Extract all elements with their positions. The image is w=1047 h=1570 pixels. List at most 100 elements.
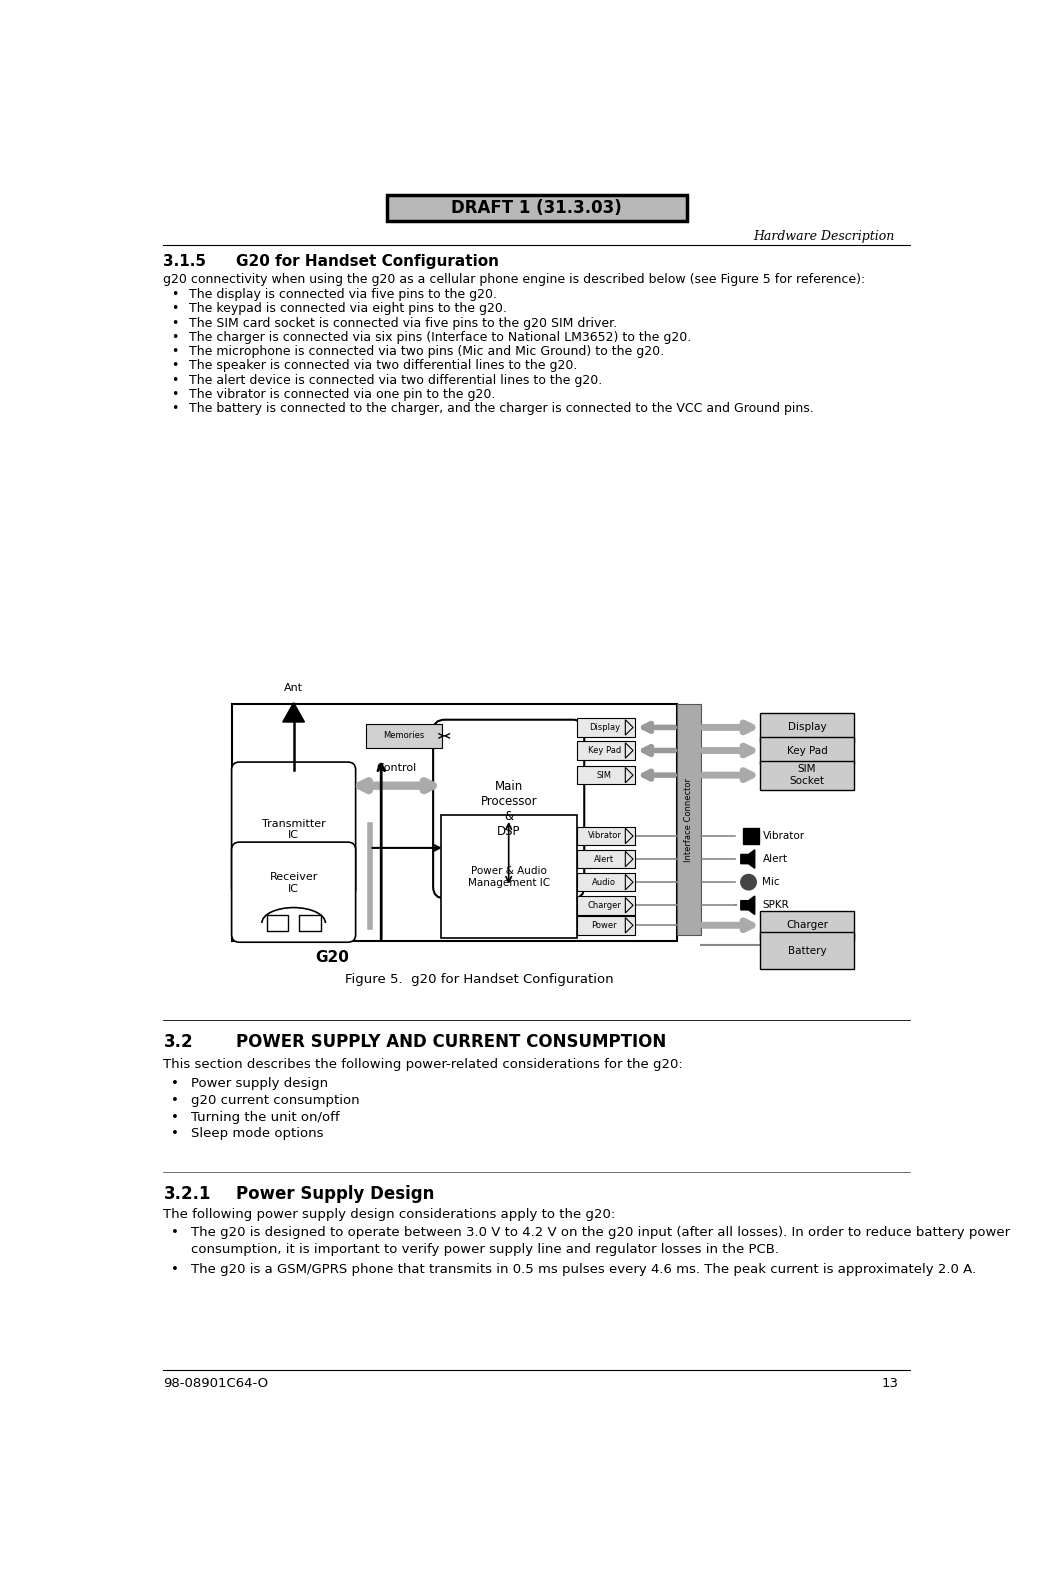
FancyBboxPatch shape [577, 849, 634, 868]
Text: The following power supply design considerations apply to the g20:: The following power supply design consid… [163, 1209, 616, 1221]
FancyBboxPatch shape [577, 766, 634, 785]
Text: Charger: Charger [587, 901, 621, 909]
Text: Alert: Alert [595, 854, 615, 864]
Text: •: • [171, 345, 179, 358]
Polygon shape [625, 917, 633, 933]
Text: Charger: Charger [786, 920, 828, 931]
Text: Vibrator: Vibrator [587, 832, 621, 840]
FancyBboxPatch shape [577, 915, 634, 934]
Text: The g20 is a GSM/GPRS phone that transmits in 0.5 ms pulses every 4.6 ms. The pe: The g20 is a GSM/GPRS phone that transmi… [192, 1262, 977, 1276]
Text: Vibrator: Vibrator [762, 831, 805, 842]
FancyBboxPatch shape [577, 827, 634, 845]
Text: •: • [171, 1094, 179, 1107]
Bar [267, 914, 288, 931]
FancyBboxPatch shape [577, 873, 634, 892]
Text: 3.2.1: 3.2.1 [163, 1185, 210, 1203]
Text: Main
Processor
&
DSP: Main Processor & DSP [481, 780, 537, 838]
Text: •: • [171, 317, 179, 330]
FancyBboxPatch shape [386, 195, 687, 221]
Text: G20: G20 [315, 950, 350, 966]
Text: Interface Connector: Interface Connector [685, 777, 693, 862]
FancyBboxPatch shape [760, 760, 854, 790]
FancyBboxPatch shape [231, 761, 356, 896]
Text: The g20 is designed to operate between 3.0 V to 4.2 V on the g20 input (after al: The g20 is designed to operate between 3… [192, 1226, 1010, 1239]
FancyBboxPatch shape [231, 705, 677, 940]
Text: Power & Audio
Management IC: Power & Audio Management IC [468, 867, 550, 887]
Text: 3.1.5: 3.1.5 [163, 254, 206, 268]
Text: Receiver
IC: Receiver IC [269, 873, 318, 893]
Text: This section describes the following power-related considerations for the g20:: This section describes the following pow… [163, 1058, 684, 1071]
Text: Memories: Memories [383, 732, 425, 741]
Text: Control: Control [376, 763, 417, 774]
Text: Sleep mode options: Sleep mode options [192, 1127, 324, 1140]
Text: •: • [171, 402, 179, 414]
Text: Display: Display [787, 722, 826, 732]
Text: The charger is connected via six pins (Interface to National LM3652) to the g20.: The charger is connected via six pins (I… [190, 331, 691, 344]
Bar [299, 914, 320, 931]
Text: •: • [171, 303, 179, 316]
Text: The keypad is connected via eight pins to the g20.: The keypad is connected via eight pins t… [190, 303, 507, 316]
Text: 98-08901C64-O: 98-08901C64-O [163, 1377, 268, 1389]
Text: SPKR: SPKR [762, 900, 789, 911]
Text: Key Pad: Key Pad [587, 746, 621, 755]
Text: •: • [171, 1127, 179, 1140]
Polygon shape [741, 849, 755, 868]
Text: •: • [171, 1110, 179, 1124]
Text: POWER SUPPLY AND CURRENT CONSUMPTION: POWER SUPPLY AND CURRENT CONSUMPTION [236, 1033, 666, 1050]
Text: The battery is connected to the charger, and the charger is connected to the VCC: The battery is connected to the charger,… [190, 402, 814, 414]
Polygon shape [283, 703, 305, 722]
FancyBboxPatch shape [577, 741, 634, 760]
Text: •: • [171, 1077, 179, 1090]
Text: •: • [171, 1262, 179, 1276]
Text: G20 for Handset Configuration: G20 for Handset Configuration [236, 254, 498, 268]
Text: Alert: Alert [762, 854, 787, 864]
Text: The SIM card socket is connected via five pins to the g20 SIM driver.: The SIM card socket is connected via fiv… [190, 317, 617, 330]
Text: The display is connected via five pins to the g20.: The display is connected via five pins t… [190, 289, 497, 301]
Bar [743, 829, 759, 843]
Text: Figure 5.  g20 for Handset Configuration: Figure 5. g20 for Handset Configuration [346, 973, 614, 986]
Polygon shape [625, 874, 633, 890]
Text: •: • [171, 331, 179, 344]
Text: 3.2: 3.2 [163, 1033, 193, 1050]
FancyBboxPatch shape [577, 896, 634, 914]
Text: Hardware Description: Hardware Description [753, 229, 894, 243]
Text: SIM: SIM [597, 771, 611, 780]
FancyBboxPatch shape [231, 842, 356, 942]
Text: The microphone is connected via two pins (Mic and Mic Ground) to the g20.: The microphone is connected via two pins… [190, 345, 664, 358]
Text: •: • [171, 374, 179, 386]
Polygon shape [625, 829, 633, 843]
Text: Audio: Audio [593, 878, 617, 887]
FancyBboxPatch shape [760, 736, 854, 765]
Text: •: • [171, 360, 179, 372]
Text: Power supply design: Power supply design [192, 1077, 329, 1090]
FancyBboxPatch shape [441, 815, 577, 939]
Text: Battery: Battery [787, 945, 826, 956]
FancyBboxPatch shape [760, 911, 854, 940]
Text: Turning the unit on/off: Turning the unit on/off [192, 1110, 340, 1124]
Text: The speaker is connected via two differential lines to the g20.: The speaker is connected via two differe… [190, 360, 577, 372]
Circle shape [741, 874, 756, 890]
Polygon shape [625, 768, 633, 783]
Text: SIM
Socket: SIM Socket [789, 765, 825, 787]
FancyBboxPatch shape [760, 713, 854, 743]
Text: Transmitter
IC: Transmitter IC [262, 818, 326, 840]
Text: DRAFT 1 (31.3.03): DRAFT 1 (31.3.03) [451, 199, 622, 217]
FancyBboxPatch shape [760, 933, 854, 969]
Text: •: • [171, 289, 179, 301]
FancyBboxPatch shape [577, 717, 634, 736]
Text: consumption, it is important to verify power supply line and regulator losses in: consumption, it is important to verify p… [192, 1243, 779, 1256]
FancyBboxPatch shape [677, 705, 700, 936]
Text: •: • [171, 1226, 179, 1239]
Polygon shape [625, 743, 633, 758]
Text: Power Supply Design: Power Supply Design [236, 1185, 433, 1203]
Polygon shape [741, 896, 755, 914]
FancyBboxPatch shape [433, 719, 584, 898]
Text: The alert device is connected via two differential lines to the g20.: The alert device is connected via two di… [190, 374, 602, 386]
Text: The vibrator is connected via one pin to the g20.: The vibrator is connected via one pin to… [190, 388, 495, 400]
Polygon shape [625, 719, 633, 735]
Text: Mic: Mic [762, 878, 780, 887]
Text: g20 current consumption: g20 current consumption [192, 1094, 360, 1107]
Text: Key Pad: Key Pad [786, 746, 827, 755]
Text: g20 connectivity when using the g20 as a cellular phone engine is described belo: g20 connectivity when using the g20 as a… [163, 273, 866, 286]
Text: Power: Power [592, 920, 618, 929]
